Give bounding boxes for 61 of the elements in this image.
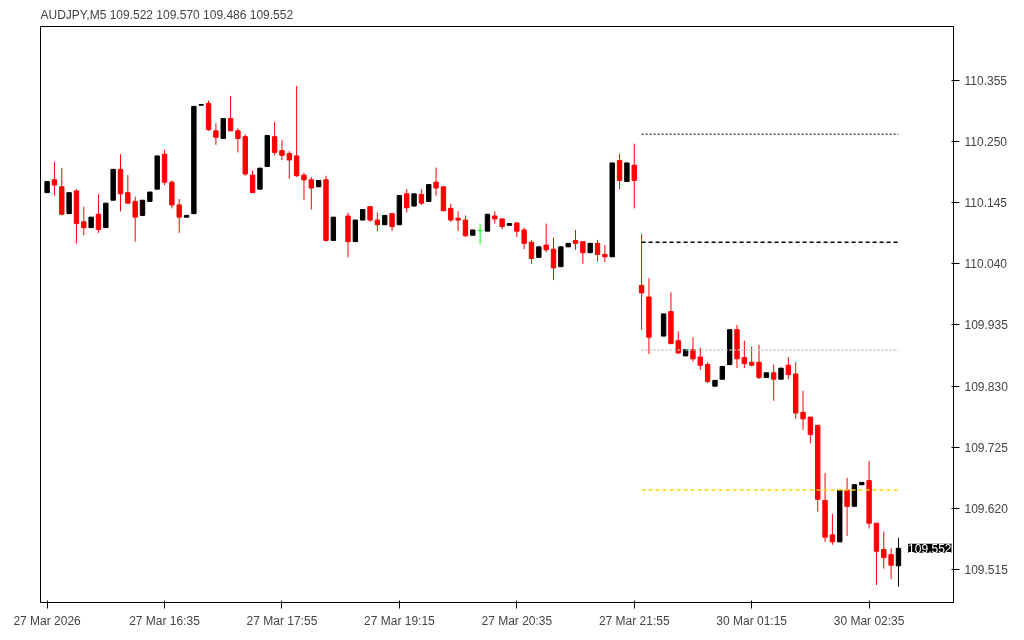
candlestick xyxy=(829,513,836,546)
candlestick xyxy=(543,223,549,253)
y-tick-label: 110.040 xyxy=(964,257,1008,272)
y-tick-label: 109.935 xyxy=(964,318,1009,333)
candlestick xyxy=(51,161,58,197)
candlestick xyxy=(293,85,300,178)
candlestick xyxy=(550,237,557,281)
x-tick-label: 30 Mar 01:15 xyxy=(716,613,788,628)
candlestick xyxy=(660,313,667,337)
candlestick xyxy=(352,219,359,243)
candlestick xyxy=(844,477,850,537)
y-tick-label: 109.725 xyxy=(964,440,1009,455)
candlestick xyxy=(594,239,601,262)
candlestick xyxy=(616,153,623,190)
candlestick xyxy=(580,241,586,265)
candlestick xyxy=(66,192,72,215)
candlestick xyxy=(895,537,902,588)
text: 109.552 xyxy=(908,541,952,556)
candlestick xyxy=(558,246,564,268)
candlestick xyxy=(227,95,234,132)
y-tick-label: 109.830 xyxy=(964,379,1009,394)
candlestick xyxy=(638,233,645,331)
y-tick-label: 109.515 xyxy=(964,563,1009,578)
chart-title: AUDJPY,M5 109.522 109.570 109.486 109.552 xyxy=(40,7,294,22)
candlestick xyxy=(807,416,814,444)
candlestick xyxy=(631,143,637,209)
y-tick-label: 110.145 xyxy=(964,196,1008,211)
candlestick xyxy=(330,216,337,241)
candlestick xyxy=(785,356,792,380)
x-tick-label: 27 Mar 17:55 xyxy=(246,613,318,628)
candlestick xyxy=(81,206,87,236)
x-tick-label: 27 Mar 16:35 xyxy=(129,613,201,628)
candlestick xyxy=(440,186,447,212)
candlestick xyxy=(213,122,219,146)
candlestick xyxy=(602,244,608,263)
candlestick xyxy=(308,176,315,211)
x-tick-label: 27 Mar 2026 xyxy=(13,613,82,628)
y-tick-label: 110.355 xyxy=(964,73,1008,88)
candlestick xyxy=(624,162,630,183)
candlestick xyxy=(572,229,579,251)
candlestick xyxy=(257,167,263,190)
y-tick-label: 109.620 xyxy=(964,502,1009,517)
y-tick-label: 110.250 xyxy=(964,134,1008,149)
candlestick xyxy=(462,214,469,238)
candlestick xyxy=(374,211,381,232)
candlestick xyxy=(528,239,535,265)
candlestick xyxy=(220,118,226,139)
x-tick-label: 27 Mar 20:35 xyxy=(481,613,553,628)
candlestick xyxy=(95,193,102,234)
candlestick xyxy=(169,179,175,209)
candlestick xyxy=(433,167,439,197)
candlestick xyxy=(249,170,256,194)
x-tick-label: 27 Mar 21:55 xyxy=(598,613,670,628)
candlestick xyxy=(704,361,711,384)
x-tick-label: 30 Mar 02:35 xyxy=(833,613,905,628)
x-tick-label: 27 Mar 19:15 xyxy=(364,613,436,628)
candlestick xyxy=(301,172,307,201)
candlestick xyxy=(404,188,410,213)
candlestick xyxy=(770,364,777,402)
candlestick xyxy=(271,121,278,156)
candlestick xyxy=(176,198,182,234)
